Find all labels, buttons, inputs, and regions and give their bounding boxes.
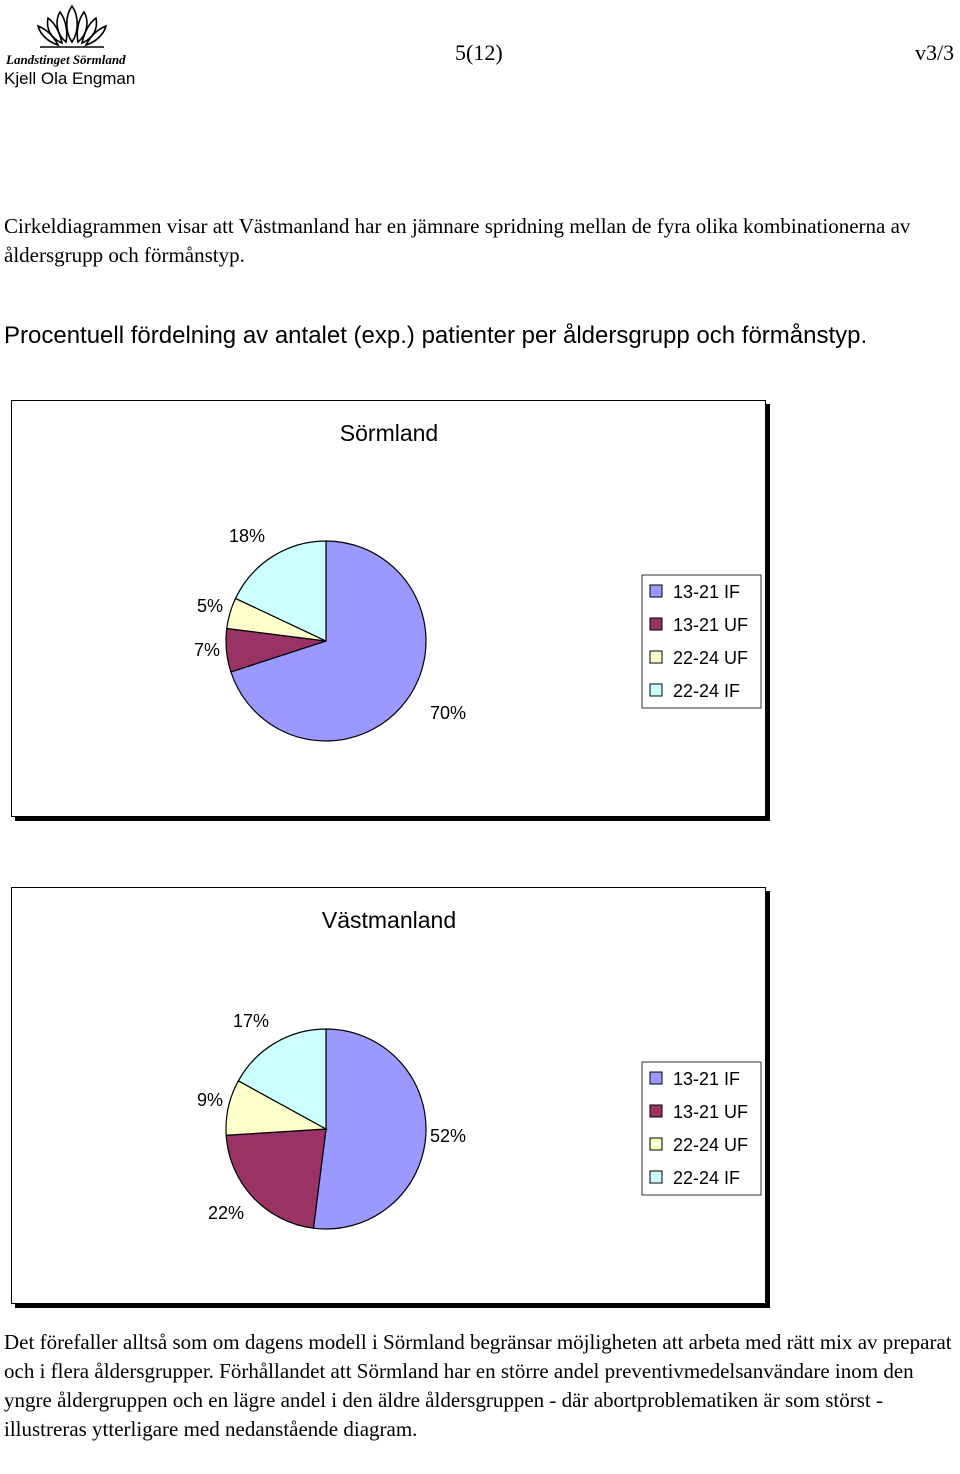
pie-data-label: 18% [229, 526, 265, 546]
legend-label: 13-21 IF [673, 582, 740, 602]
author-name: Kjell Ola Engman [4, 69, 136, 88]
pie-data-label: 17% [233, 1011, 269, 1031]
pie-chart-sormland: Sörmland 70% 7% 5% 18% 13-21 IF 13-21 UF 22-24 … [11, 400, 766, 817]
pie-slice [225, 1128, 327, 1229]
legend-swatch [649, 584, 663, 598]
pie-chart-svg: Västmanland 52% 22% 9% 17% 13-21 IF 13-21 UF 22… [197, 907, 762, 1230]
page-number: 5(12) [455, 40, 503, 65]
pie-data-label: 22% [208, 1203, 244, 1223]
logo: Landstinget Sörmland [4, 2, 144, 92]
pie-data-label: 70% [430, 703, 466, 723]
legend-label: 13-21 IF [673, 1069, 740, 1089]
pie-data-label: 52% [430, 1126, 466, 1146]
pie-slice [237, 1028, 327, 1131]
legend-label: 22-24 IF [673, 1168, 740, 1188]
legend-label: 22-24 UF [673, 1135, 748, 1155]
legend-swatch [649, 683, 663, 697]
chart-legend: 13-21 IF 13-21 UF 22-24 UF 22-24 IF [641, 1061, 762, 1196]
legend-swatch [649, 1104, 663, 1118]
legend-swatch [649, 650, 663, 664]
legend-swatch [649, 1170, 663, 1184]
intro-paragraph: Cirkeldiagrammen visar att Västmanland h… [4, 214, 911, 267]
legend-swatch [649, 1137, 663, 1151]
chart-title: Västmanland [322, 907, 456, 933]
logo-text: Landstinget Sörmland [6, 52, 126, 67]
legend-swatch [649, 1071, 663, 1085]
pie-chart-svg: Sörmland 70% 7% 5% 18% 13-21 IF 13-21 UF 22-24 … [194, 420, 762, 742]
pie-data-label: 9% [197, 1090, 223, 1110]
pie-slice [234, 540, 327, 642]
pie-data-label: 7% [194, 640, 220, 660]
chart-legend: 13-21 IF 13-21 UF 22-24 UF 22-24 IF [641, 574, 762, 709]
legend-label: 13-21 UF [673, 615, 748, 635]
lotus-logo-icon [36, 4, 108, 48]
pie-chart-vastmanland: Västmanland 52% 22% 9% 17% 13-21 IF 13-21 UF 22… [11, 887, 766, 1304]
section-heading: Procentuell fördelning av antalet (exp.)… [4, 322, 868, 349]
conclusion-paragraph: Det förefaller alltså som om dagens mode… [4, 1330, 952, 1441]
pie-slice [312, 1028, 427, 1230]
legend-label: 13-21 UF [673, 1102, 748, 1122]
pie-slice [230, 540, 427, 742]
legend-label: 22-24 IF [673, 681, 740, 701]
pie-data-label: 5% [197, 596, 223, 616]
legend-label: 22-24 UF [673, 648, 748, 668]
chart-title: Sörmland [340, 420, 438, 446]
document-version: v3/3 [915, 40, 955, 65]
legend-swatch [649, 617, 663, 631]
